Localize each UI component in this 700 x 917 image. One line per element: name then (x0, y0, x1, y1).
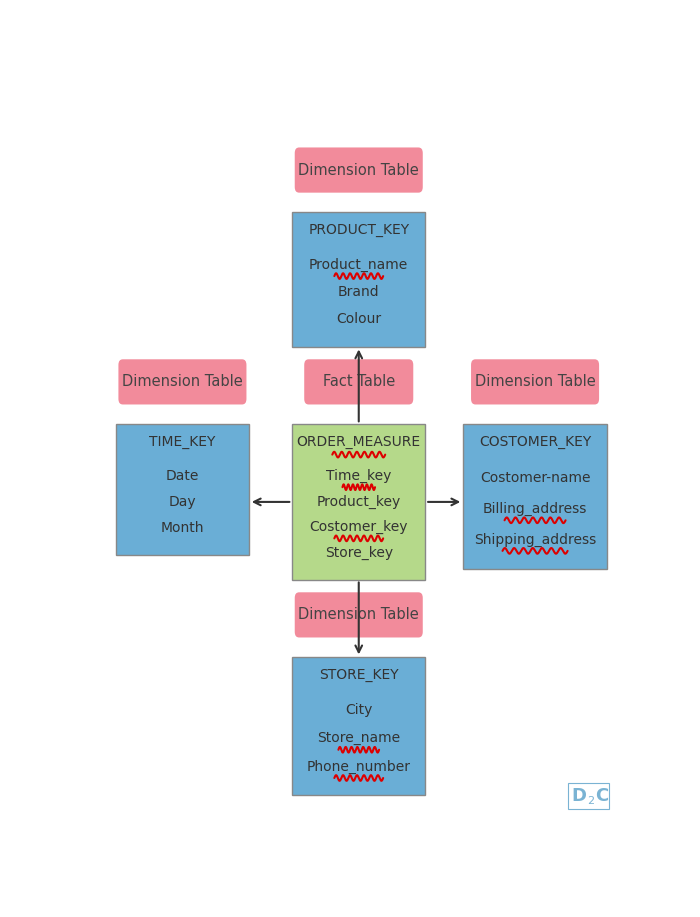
Text: 2: 2 (587, 796, 594, 806)
FancyBboxPatch shape (118, 359, 246, 404)
Text: STORE_KEY: STORE_KEY (319, 668, 398, 682)
Text: Date: Date (166, 469, 199, 483)
FancyBboxPatch shape (293, 425, 425, 580)
Text: Time_key: Time_key (326, 469, 391, 483)
Text: Dimension Table: Dimension Table (298, 162, 419, 178)
Text: ORDER_MEASURE: ORDER_MEASURE (297, 435, 421, 449)
Text: Store_name: Store_name (317, 732, 400, 746)
Text: Product_name: Product_name (309, 258, 408, 271)
Text: Dimension Table: Dimension Table (122, 374, 243, 390)
FancyBboxPatch shape (471, 359, 599, 404)
FancyBboxPatch shape (295, 592, 423, 637)
Text: Dimension Table: Dimension Table (298, 607, 419, 623)
Text: Store_key: Store_key (325, 546, 393, 559)
Text: D: D (571, 788, 586, 805)
Text: Fact Table: Fact Table (323, 374, 395, 390)
FancyBboxPatch shape (293, 213, 425, 347)
Text: City: City (345, 703, 372, 717)
Text: Brand: Brand (338, 285, 379, 299)
FancyBboxPatch shape (116, 425, 249, 555)
Text: Month: Month (161, 521, 204, 535)
Text: C: C (595, 788, 608, 805)
FancyBboxPatch shape (463, 425, 607, 569)
Text: Billing_address: Billing_address (483, 502, 587, 516)
Text: Costomer_key: Costomer_key (309, 520, 408, 534)
Text: Colour: Colour (336, 312, 382, 326)
Text: Product_key: Product_key (316, 494, 401, 509)
Text: COSTOMER_KEY: COSTOMER_KEY (479, 435, 592, 449)
Text: PRODUCT_KEY: PRODUCT_KEY (308, 223, 410, 238)
FancyBboxPatch shape (304, 359, 413, 404)
Text: Dimension Table: Dimension Table (475, 374, 596, 390)
Text: Shipping_address: Shipping_address (474, 533, 596, 547)
Text: Day: Day (169, 495, 196, 509)
Text: Phone_number: Phone_number (307, 759, 411, 774)
Text: TIME_KEY: TIME_KEY (149, 435, 216, 449)
FancyBboxPatch shape (295, 148, 423, 193)
FancyBboxPatch shape (293, 657, 425, 795)
Text: Costomer-name: Costomer-name (480, 471, 590, 485)
